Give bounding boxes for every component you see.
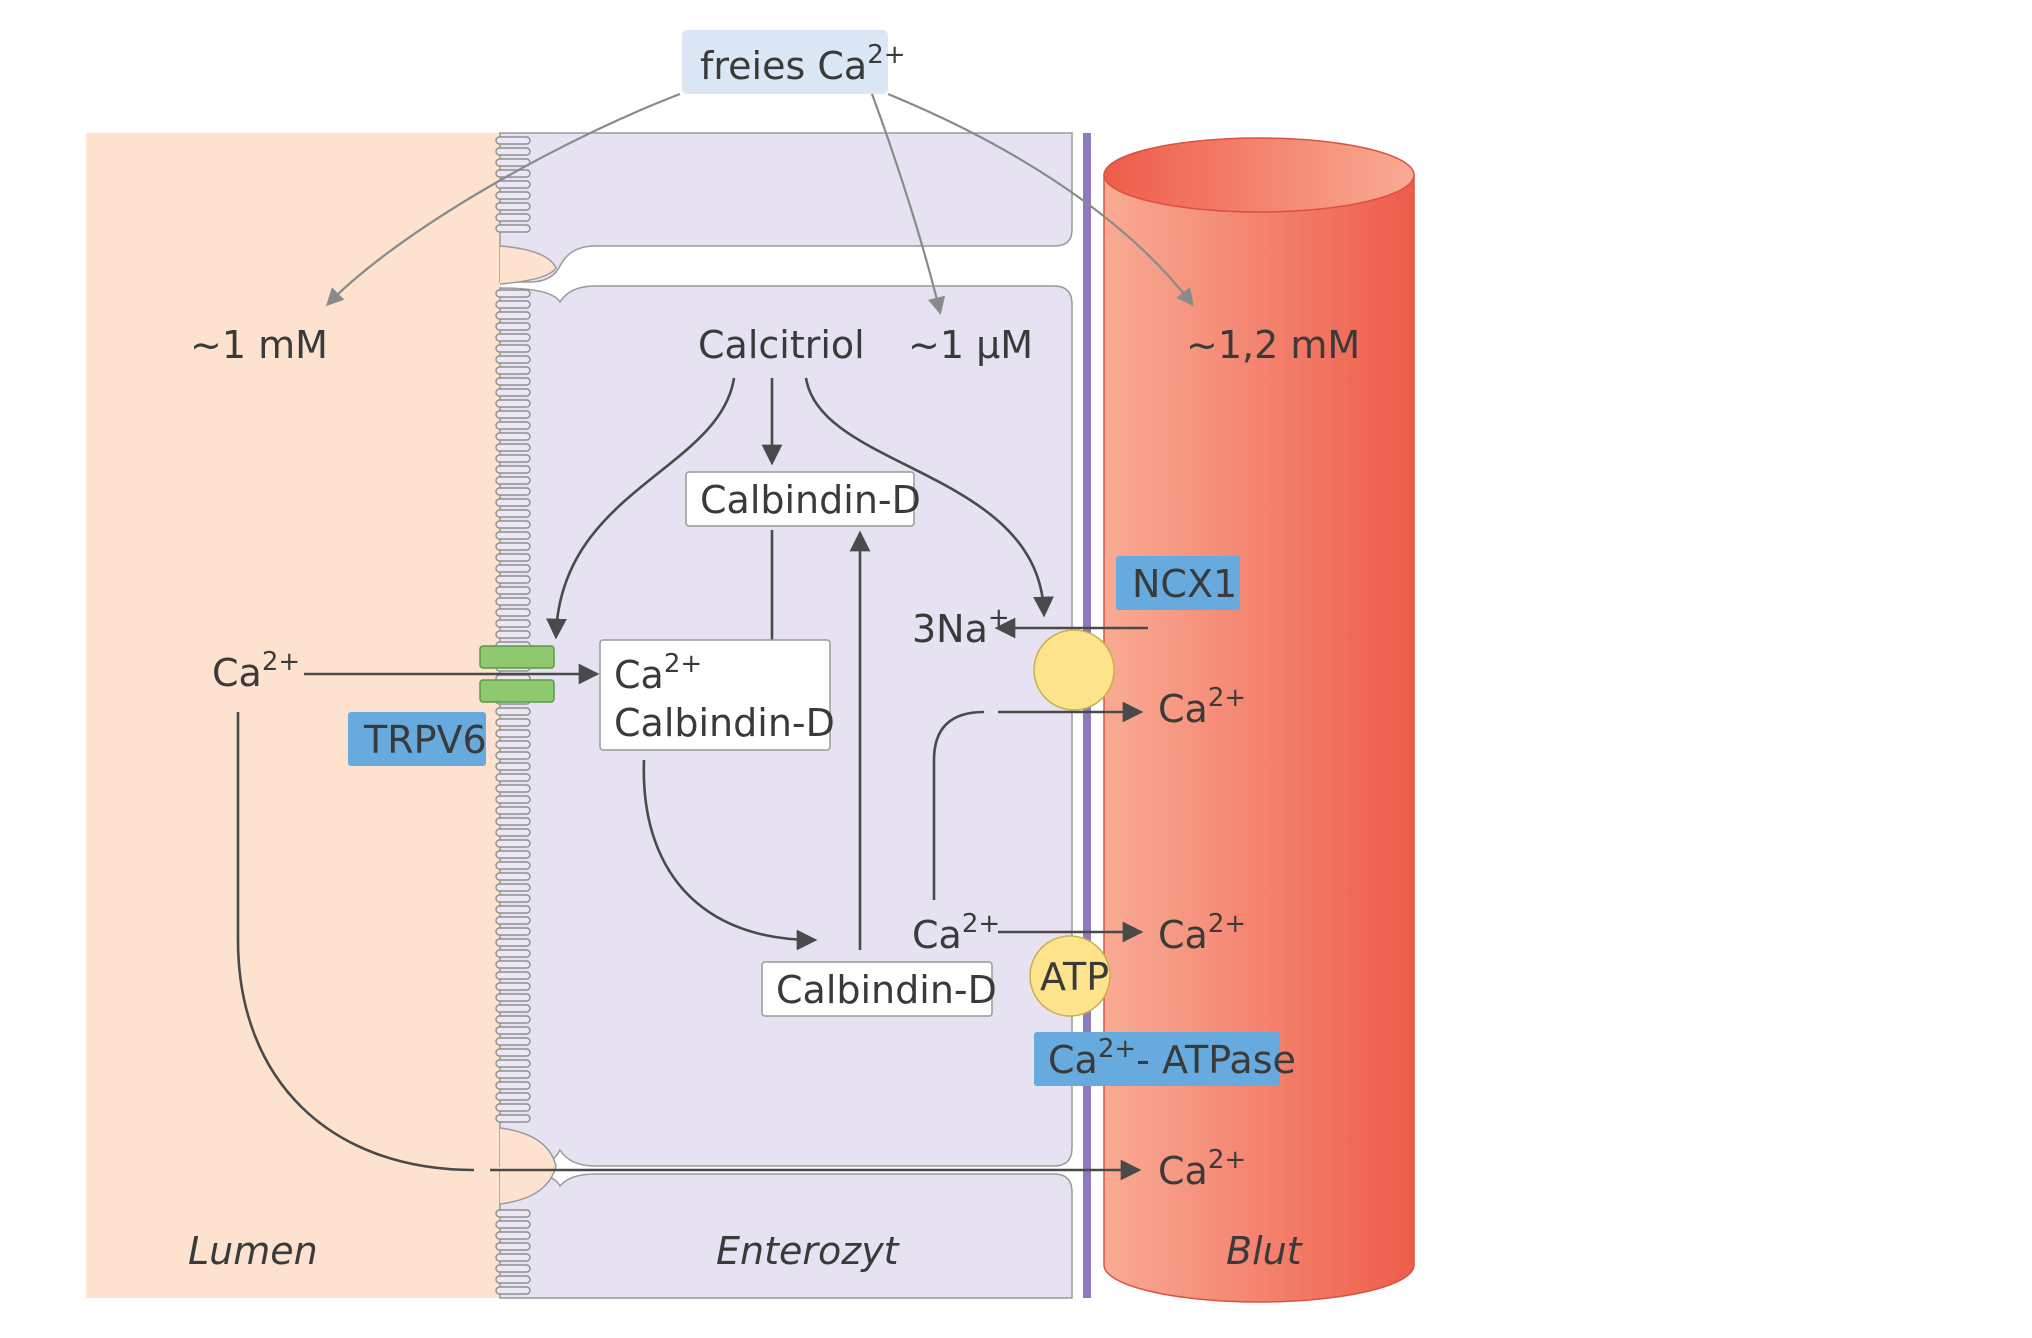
atpase-label: Ca2+- ATPase: [1048, 1034, 1296, 1082]
atpase-tag: [1034, 1032, 1280, 1086]
blood-ca-label-atpase: Ca2+: [1158, 909, 1246, 957]
title-box: [682, 30, 888, 94]
lumen-ca-label: Ca2+: [212, 647, 300, 695]
arrow-calcitriol-to-ncx1: [804, 377, 1054, 618]
arrow-calcitriol-to-trpv6: [546, 377, 736, 640]
complex-ca-label: Ca2+: [614, 649, 702, 697]
arrow-title-to-lumen: [325, 92, 681, 307]
title-label: freies Ca2+: [700, 40, 906, 88]
basolateral-membrane: [1083, 133, 1091, 1298]
arrow-paracellular-curve: [236, 712, 475, 1172]
arrow-complex-to-free-calbindin: [642, 759, 818, 951]
brush-border-microvilli: [495, 136, 531, 1295]
blood-ca-label-ncx: Ca2+: [1158, 683, 1246, 731]
calbindin-label-top: Calbindin-D: [700, 478, 921, 522]
atp-label: ATP: [1040, 955, 1109, 999]
calbindin-label-bottom: Calbindin-D: [776, 968, 997, 1012]
complex-calbindin-label: Calbindin-D: [614, 701, 835, 745]
trpv6-channel-top: [479, 645, 555, 669]
calbindin-box-bottom: [761, 961, 993, 1017]
ncx1-label: NCX1: [1132, 562, 1237, 606]
arrow-title-to-blood: [887, 92, 1194, 307]
arrow-ca-to-ncx1-curve: [932, 710, 985, 900]
blood-label: Blut: [1226, 1229, 1304, 1273]
calbindin-box-top: [685, 471, 915, 527]
trpv6-channel-bottom: [479, 679, 555, 703]
trpv6-label: TRPV6: [363, 718, 487, 762]
conc-lumen: ~1 mM: [190, 323, 328, 367]
na-label: 3Na+: [912, 603, 1010, 651]
ca-calbindin-complex-box: [599, 639, 831, 751]
conc-blood: ~1,2 mM: [1186, 323, 1360, 367]
enterocyte-label: Enterozyt: [716, 1229, 901, 1273]
trpv6-tag: [348, 712, 486, 766]
lumen-label: Lumen: [188, 1229, 318, 1273]
calcitriol-label: Calcitriol: [698, 323, 865, 367]
ncx1-exchanger: [1033, 629, 1115, 711]
ncx1-tag: [1116, 556, 1240, 610]
cell-ca-label-bottom: Ca2+: [912, 909, 1000, 957]
atp-circle: [1029, 935, 1111, 1017]
conc-cell: ~1 µM: [908, 323, 1033, 367]
blood-ca-label-bottom: Ca2+: [1158, 1145, 1246, 1193]
arrow-title-to-cell: [870, 93, 946, 315]
blood-vessel: [1103, 137, 1415, 1303]
